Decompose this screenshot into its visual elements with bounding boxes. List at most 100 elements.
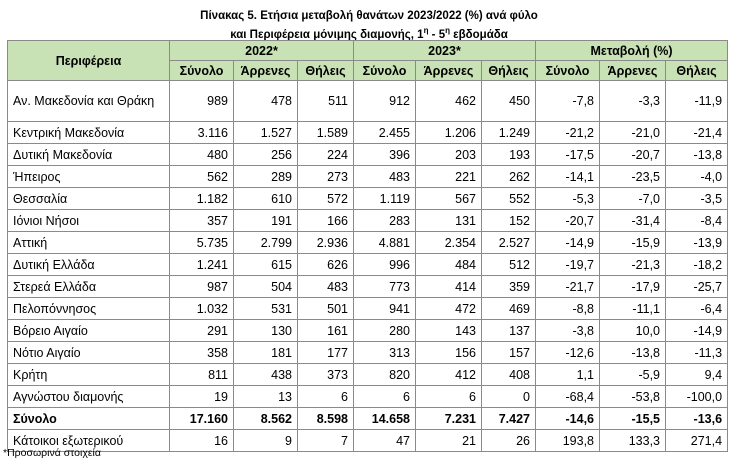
row-value: 21 [415,429,482,452]
row-value: -14,6 [535,407,600,430]
row-value: 157 [481,341,536,364]
row-value: -3,5 [664,187,729,210]
row-region-name: Στερεά Ελλάδα [7,275,170,298]
row-value: 289 [233,165,298,188]
row-value: 552 [481,187,536,210]
row-value: 161 [297,319,354,342]
row-region-name: Δυτική Ελλάδα [7,253,170,276]
row-value: 2.527 [481,231,536,254]
row-region-name: Αττική [7,231,170,254]
row-value: 450 [481,80,536,122]
row-value: 1.589 [297,121,354,144]
row-value: 2.354 [415,231,482,254]
row-value: 0 [481,385,536,408]
row-value: 811 [169,363,234,386]
row-value: -13,9 [664,231,729,254]
row-value: -25,7 [664,275,729,298]
row-value: -68,4 [535,385,600,408]
row-value: 256 [233,143,298,166]
row-value: 224 [297,143,354,166]
row-value: -13,6 [664,407,729,430]
row-value: -14,9 [664,319,729,342]
table-row: Αγνώστου διαμονής 19 13 6 6 6 0 -68,4 -53,8 -100,… [7,385,729,408]
row-region-name: Βόρειο Αιγαίο [7,319,170,342]
row-value: 4.881 [353,231,416,254]
row-value: -20,7 [535,209,600,232]
row-value: 8.562 [233,407,298,430]
row-value: 280 [353,319,416,342]
row-value: -21,2 [535,121,600,144]
row-value: 462 [415,80,482,122]
row-value: 1.206 [415,121,482,144]
header-sub-4: Άρρενες [415,60,482,81]
row-value: 203 [415,143,482,166]
row-value: 480 [169,143,234,166]
row-value: 7.231 [415,407,482,430]
row-value: 6 [297,385,354,408]
row-value: 137 [481,319,536,342]
row-value: 357 [169,209,234,232]
row-region-name: Ήπειρος [7,165,170,188]
row-value: -21,3 [599,253,666,276]
row-value: 512 [481,253,536,276]
title-text-b: - 5 [428,28,446,41]
row-value: 941 [353,297,416,320]
header-sub-5: Θήλεις [481,60,536,81]
row-value: 472 [415,297,482,320]
row-value: 271,4 [664,429,729,452]
row-value: -23,5 [599,165,666,188]
row-value: 5.735 [169,231,234,254]
row-value: -100,0 [664,385,729,408]
row-value: -21,4 [664,121,729,144]
row-value: 2.799 [233,231,298,254]
row-value: 989 [169,80,234,122]
row-value: -17,5 [535,143,600,166]
row-value: -21,7 [535,275,600,298]
row-value: 291 [169,319,234,342]
header-sub-3: Σύνολο [353,60,416,81]
row-value: -11,9 [664,80,729,122]
footnote: *Προσωρινά στοιχεία [3,447,101,459]
row-value: 262 [481,165,536,188]
row-value: 531 [233,297,298,320]
row-value: 193 [481,143,536,166]
row-value: -6,4 [664,297,729,320]
row-value: 10,0 [599,319,666,342]
row-value: 3.116 [169,121,234,144]
row-value: 6 [353,385,416,408]
row-region-name: Αν. Μακεδονία και Θράκη [7,80,170,122]
title-superscript-1: η [423,26,429,35]
row-region-name: Δυτική Μακεδονία [7,143,170,166]
row-value: 408 [481,363,536,386]
row-value: 478 [233,80,298,122]
row-value: 177 [297,341,354,364]
row-value: 820 [353,363,416,386]
row-value: -14,9 [535,231,600,254]
row-value: 221 [415,165,482,188]
row-value: -11,1 [599,297,666,320]
row-region-name: Πελοπόννησος [7,297,170,320]
row-region-name: Αγνώστου διαμονής [7,385,170,408]
table-title-line1: Πίνακας 5. Ετήσια μεταβολή θανάτων 2023/… [200,10,538,22]
row-value: 166 [297,209,354,232]
row-value: 26 [481,429,536,452]
table-row: Θεσσαλία 1.182 610 572 1.119 567 552 -5,3 -7,0 -3… [7,187,729,210]
row-value: 9 [233,429,298,452]
row-value: -4,0 [664,165,729,188]
table-row: Πελοπόννησος 1.032 531 501 941 472 469 -8,8 -11,… [7,297,729,320]
header-change: Μεταβολή (%) [534,40,729,61]
row-value: 152 [481,209,536,232]
row-value: 9,4 [664,363,729,386]
row-value: 912 [353,80,416,122]
row-value: 1.241 [169,253,234,276]
row-value: -5,9 [599,363,666,386]
table-row: Κρήτη 811 438 373 820 412 408 1,1 -5,9 9,4 [7,363,729,386]
row-value: 359 [481,275,536,298]
row-value: -13,8 [664,143,729,166]
row-value: 484 [415,253,482,276]
row-region-name: Ιόνιοι Νήσοι [7,209,170,232]
row-region-name: Κάτοικοι εξωτερικού [7,429,170,452]
row-value: -7,8 [535,80,600,122]
row-value: 191 [233,209,298,232]
row-value: 2.936 [297,231,354,254]
